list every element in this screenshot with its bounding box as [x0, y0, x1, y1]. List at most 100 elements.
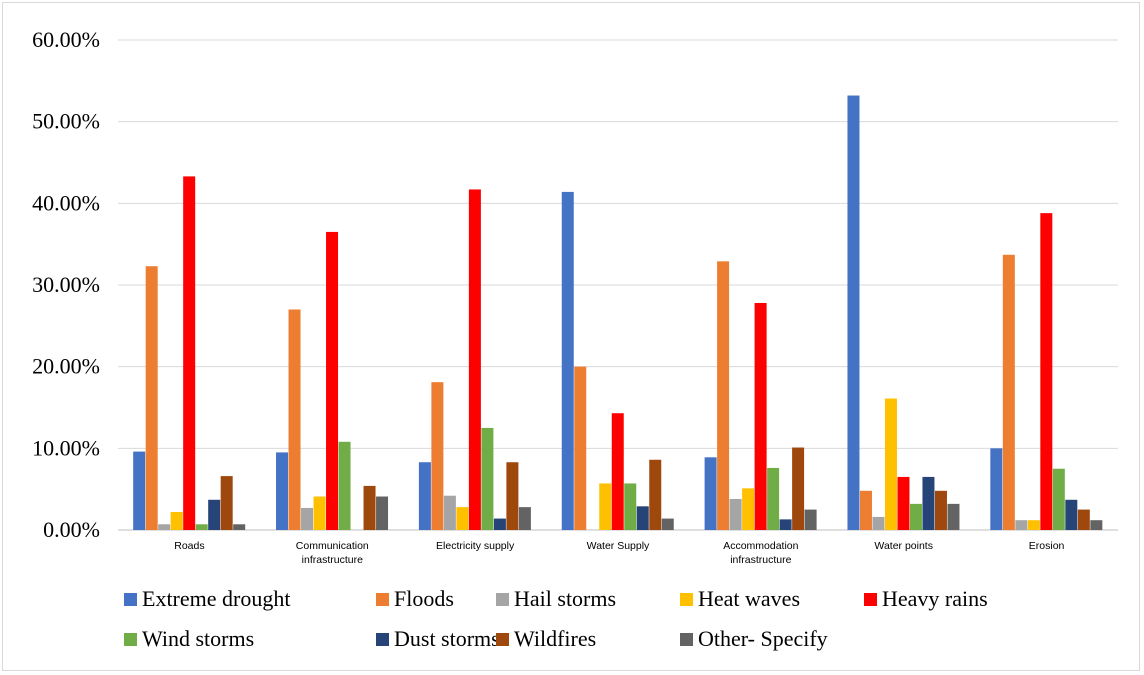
x-tick-label: Erosion	[1029, 540, 1065, 552]
bar	[859, 490, 872, 530]
legend-swatch	[680, 633, 693, 646]
bar	[767, 467, 780, 530]
bar	[729, 498, 742, 530]
bar	[1027, 520, 1040, 530]
bar	[338, 441, 351, 530]
y-tick-label: 0.00%	[43, 517, 100, 542]
y-tick-label: 10.00%	[32, 435, 100, 460]
bar	[1065, 499, 1078, 530]
bar	[518, 507, 531, 530]
x-tick-label: Water Supply	[587, 540, 650, 552]
bar	[170, 512, 183, 530]
bar	[1077, 509, 1090, 530]
bar	[847, 95, 860, 531]
legend-label: Heat waves	[698, 586, 800, 611]
legend-label: Dust storms	[394, 626, 500, 651]
bar	[443, 495, 456, 530]
bar	[1040, 213, 1053, 530]
x-tick-label: Accommodation	[723, 540, 798, 552]
bar	[661, 518, 674, 530]
bar	[909, 503, 922, 530]
bar	[418, 462, 431, 530]
legend-label: Hail storms	[514, 586, 616, 611]
bar	[158, 524, 171, 530]
bar	[133, 451, 146, 530]
bar	[313, 496, 326, 530]
bar	[220, 476, 233, 530]
bar	[947, 503, 960, 530]
bar	[493, 518, 506, 530]
bar	[288, 309, 301, 530]
bar	[599, 483, 612, 530]
legend-swatch	[376, 633, 389, 646]
legend-swatch	[124, 633, 137, 646]
legend-label: Other- Specify	[698, 626, 828, 651]
legend-swatch	[496, 593, 509, 606]
y-tick-label: 20.00%	[32, 354, 100, 379]
bar	[704, 457, 717, 530]
legend-swatch	[124, 593, 137, 606]
bar	[636, 506, 649, 530]
legend-swatch	[376, 593, 389, 606]
bar	[363, 485, 376, 530]
bar	[754, 302, 767, 530]
x-tick-label: Electricity supply	[436, 540, 515, 552]
bar	[649, 459, 662, 530]
bar	[1015, 520, 1028, 530]
x-tick-label: infrastructure	[302, 554, 363, 566]
legend-swatch	[680, 593, 693, 606]
bar	[456, 507, 469, 530]
bar	[431, 382, 444, 530]
bar	[792, 447, 805, 530]
bars	[133, 95, 1103, 531]
bar	[779, 519, 792, 530]
bar	[326, 231, 339, 530]
bar	[897, 476, 910, 530]
bar	[884, 398, 897, 530]
bar	[301, 507, 314, 530]
legend: Extreme drought Floods Hail storms Heat wav…	[124, 586, 988, 651]
x-tick-label: Water points	[874, 540, 933, 552]
legend-label: Wildfires	[514, 626, 596, 651]
bar	[561, 191, 574, 530]
bar	[611, 413, 624, 530]
legend-label: Heavy rains	[882, 586, 988, 611]
bar	[922, 476, 935, 530]
legend-swatch	[864, 593, 877, 606]
legend-label: Wind storms	[142, 626, 254, 651]
bar	[990, 448, 1003, 530]
legend-swatch	[496, 633, 509, 646]
y-tick-label: 40.00%	[32, 190, 100, 215]
bar	[872, 516, 885, 530]
bar	[195, 524, 208, 530]
y-axis-ticks: 0.00% 10.00% 20.00% 30.00% 40.00% 50.00% 60.00…	[32, 27, 100, 542]
bar	[742, 488, 755, 530]
bar	[506, 462, 519, 530]
x-tick-label: Communication	[296, 540, 369, 552]
bar	[624, 483, 637, 530]
bar	[183, 176, 196, 530]
bar	[233, 524, 246, 530]
bar	[717, 261, 730, 530]
bar	[804, 509, 817, 530]
legend-label: Floods	[394, 586, 454, 611]
bar	[481, 427, 494, 530]
bar	[208, 499, 221, 530]
y-tick-label: 50.00%	[32, 109, 100, 134]
bar	[376, 496, 389, 530]
x-tick-label: Roads	[174, 540, 204, 552]
bar	[145, 266, 158, 530]
y-tick-label: 60.00%	[32, 27, 100, 52]
bar	[934, 490, 947, 530]
bar	[574, 366, 587, 530]
bar	[1090, 520, 1103, 530]
y-tick-label: 30.00%	[32, 272, 100, 297]
bar	[468, 189, 481, 530]
bar	[1052, 468, 1065, 530]
x-axis-ticks: Roads Communication infrastructure Electric…	[174, 540, 1064, 566]
bar	[1002, 254, 1015, 531]
bar	[276, 452, 289, 530]
legend-label: Extreme drought	[142, 586, 290, 611]
x-tick-label: infrastructure	[730, 554, 791, 566]
